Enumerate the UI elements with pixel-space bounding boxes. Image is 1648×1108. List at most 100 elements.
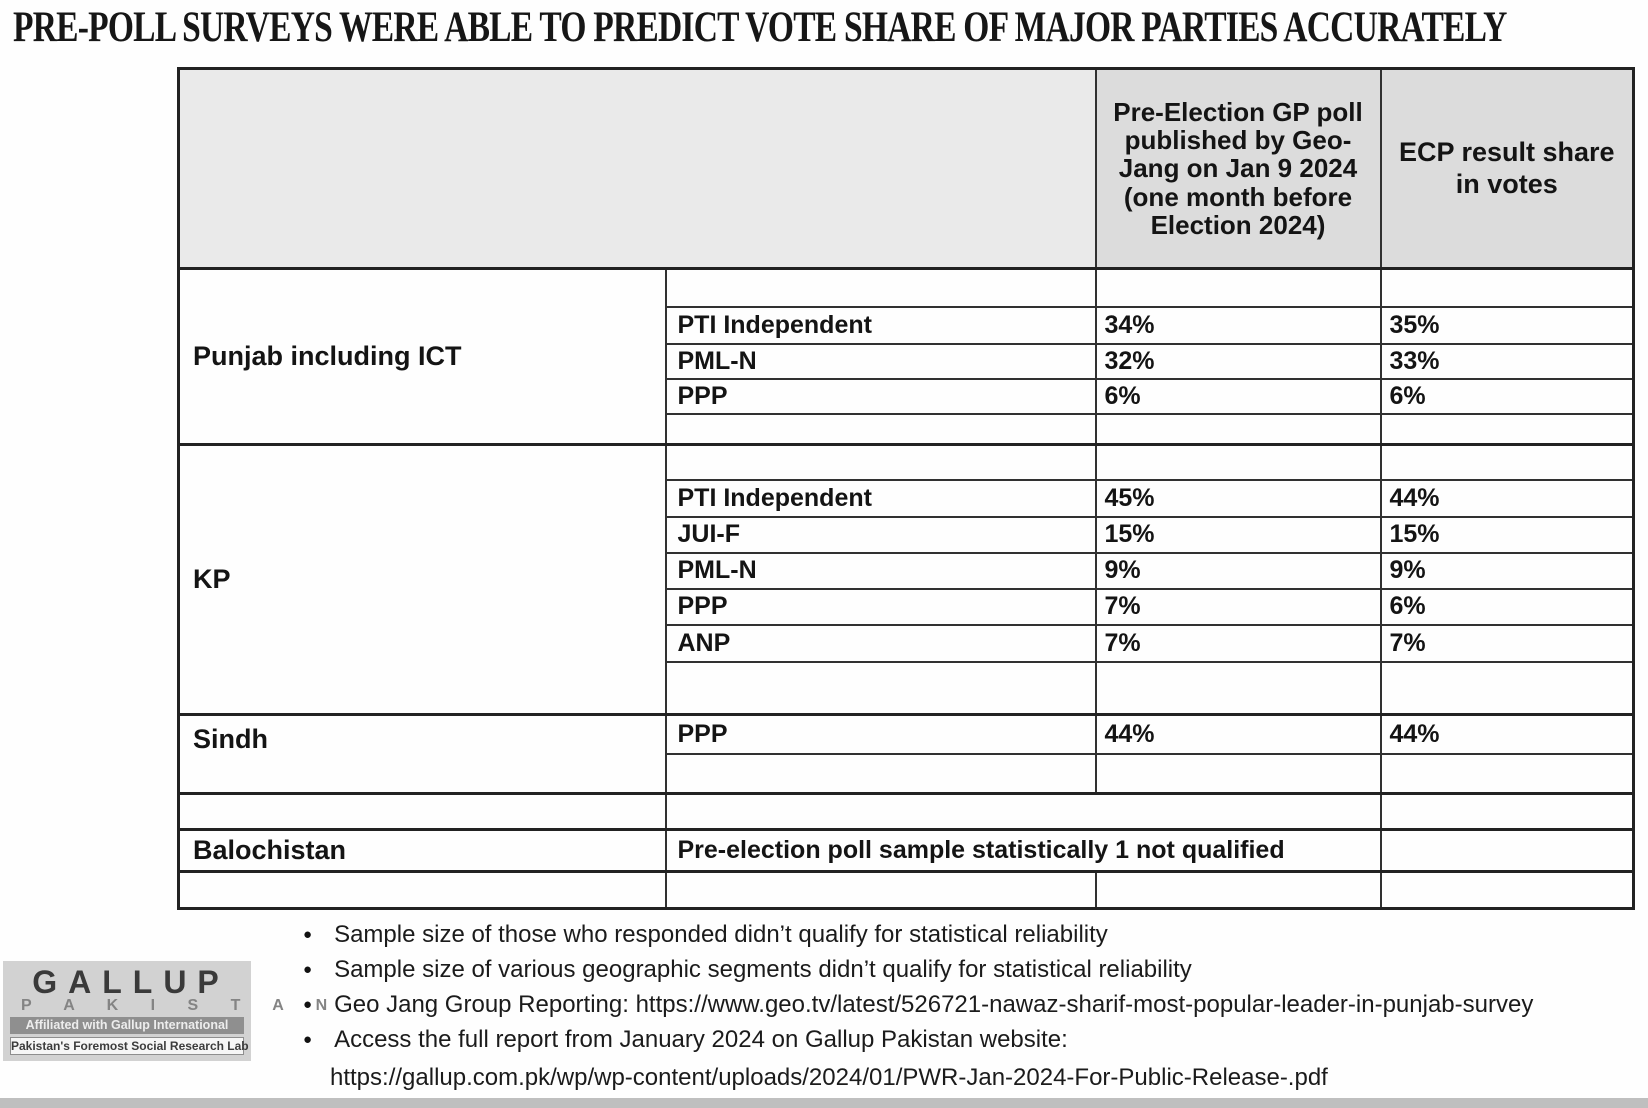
footnote-url-text: https://gallup.com.pk/wp/wp-content/uplo… [330,1064,1328,1091]
ecp-value-cell: 6% [1379,587,1635,626]
ecp-value-cell [1379,870,1635,910]
ecp-value-cell: 9% [1379,551,1635,590]
table-row [179,660,1635,716]
ecp-value-cell [1379,267,1635,308]
poll-value-cell [1094,752,1382,795]
table-container: Pre-Election GP poll published by Geo-Ja… [177,67,1635,910]
region-cell-kp: KP [177,443,667,716]
table-header-row: Pre-Election GP poll published by Geo-Ja… [177,67,1635,270]
footnote-text: Sample size of various geographic segmen… [334,956,1192,983]
footnote-item: ● Sample size of those who responded did… [303,921,1643,949]
table-row: PML-N 9% 9% [179,551,1635,590]
party-cell [664,267,1097,308]
poll-value-cell: 45% [1094,478,1382,518]
ecp-value-cell: 7% [1379,623,1635,663]
scan-edge-band [0,1098,1648,1108]
poll-value-cell [1094,660,1382,716]
party-cell: ANP [664,623,1097,663]
ecp-value-cell: 44% [1379,713,1635,755]
party-cell [664,443,1097,481]
header-poll-column: Pre-Election GP poll published by Geo-Ja… [1094,67,1382,270]
ecp-value-cell [1379,752,1635,795]
logo-country-text: P A K I S T A N [21,997,342,1014]
table-row: Sindh PPP 44% 44% [177,713,1635,795]
ecp-value-cell: 15% [1379,515,1635,554]
ecp-value-cell: 35% [1379,305,1635,345]
party-cell [664,412,1097,446]
table-row [179,752,1635,795]
poll-value-cell [1094,267,1382,308]
table-row: PPP 7% 6% [179,587,1635,626]
bullet-icon: ● [303,1031,313,1048]
poll-value-cell: 6% [1094,377,1382,415]
poll-value-cell [1094,870,1382,910]
poll-value-cell: 15% [1094,515,1382,554]
poll-value-cell: 7% [1094,623,1382,663]
footnote-item: ● Geo Jang Group Reporting: https://www.… [303,991,1643,1019]
page-title: PRE-POLL SURVEYS WERE ABLE TO PREDICT VO… [13,4,1507,51]
balochistan-note-cell: Pre-election poll sample statistically 1… [664,828,1382,873]
ecp-value-cell [1379,828,1635,873]
logo-affiliation-bar: Affiliated with Gallup International [10,1017,244,1034]
table-row [177,870,1635,910]
poll-results-table: Pre-Election GP poll published by Geo-Ja… [177,67,1635,910]
bullet-icon: ● [303,996,313,1013]
party-cell: PTI Independent [664,478,1097,518]
footnote-item: ● Sample size of various geographic segm… [303,956,1643,984]
ecp-value-cell: 44% [1379,478,1635,518]
poll-value-cell: 7% [1094,587,1382,626]
ecp-value-cell [1379,792,1635,831]
ecp-value-cell [1379,660,1635,716]
table-row: Punjab including ICT [177,267,1635,446]
ecp-value-cell [1379,412,1635,446]
party-cell: PPP [664,713,1097,755]
table-row [179,412,1635,446]
footnote-text: Sample size of those who responded didn’… [334,921,1108,948]
region-cell-sindh: Sindh [177,713,667,795]
poll-value-cell [1094,412,1382,446]
bullet-icon: ● [303,961,313,978]
poll-value-cell: 44% [1094,713,1382,755]
region-cell-empty [177,870,667,910]
party-cell [664,752,1097,795]
region-cell-empty [177,792,667,831]
logo-wordmark: GALLUP [32,964,230,1000]
party-cell: PPP [664,377,1097,415]
table-row: PTI Independent 34% 35% [179,305,1635,345]
poll-value-cell [1094,443,1382,481]
poll-value-cell: 9% [1094,551,1382,590]
merged-empty-cell [664,792,1382,831]
party-cell: PML-N [664,551,1097,590]
region-cell-punjab: Punjab including ICT [177,267,667,446]
poll-value-cell: 34% [1094,305,1382,345]
footnote-item: ● Access the full report from January 20… [303,1026,1643,1054]
party-cell [664,660,1097,716]
footnote-text: Access the full report from January 2024… [334,1026,1068,1053]
table-row: PPP 6% 6% [179,377,1635,415]
gallup-pakistan-logo: GALLUP P A K I S T A N Affiliated with G… [3,961,342,1061]
party-cell [664,870,1097,910]
footnote-list: ● Sample size of those who responded did… [303,921,1643,1099]
logo-tagline-bar: Pakistan's Foremost Social Research Lab [10,1037,249,1055]
footnote-text: Geo Jang Group Reporting: https://www.ge… [334,991,1534,1018]
party-cell: JUI-F [664,515,1097,554]
region-cell-balochistan: Balochistan [177,828,667,873]
ecp-value-cell [1379,443,1635,481]
table-row: ANP 7% 7% [179,623,1635,663]
table-row: PTI Independent 45% 44% [179,478,1635,518]
party-cell: PTI Independent [664,305,1097,345]
poll-value-cell: 32% [1094,342,1382,380]
party-cell: PPP [664,587,1097,626]
table-row: PML-N 32% 33% [179,342,1635,380]
bullet-icon: ● [303,926,313,943]
header-ecp-column: ECP result share in votes [1379,67,1635,270]
table-row: JUI-F 15% 15% [179,515,1635,554]
table-row [177,792,1635,831]
table-row: Balochistan Pre-election poll sample sta… [177,828,1635,873]
party-cell: PML-N [664,342,1097,380]
table-row: KP [177,443,1635,716]
ecp-value-cell: 6% [1379,377,1635,415]
footnote-continuation: https://gallup.com.pk/wp/wp-content/uplo… [303,1061,1643,1092]
header-empty-cell [177,67,1097,270]
